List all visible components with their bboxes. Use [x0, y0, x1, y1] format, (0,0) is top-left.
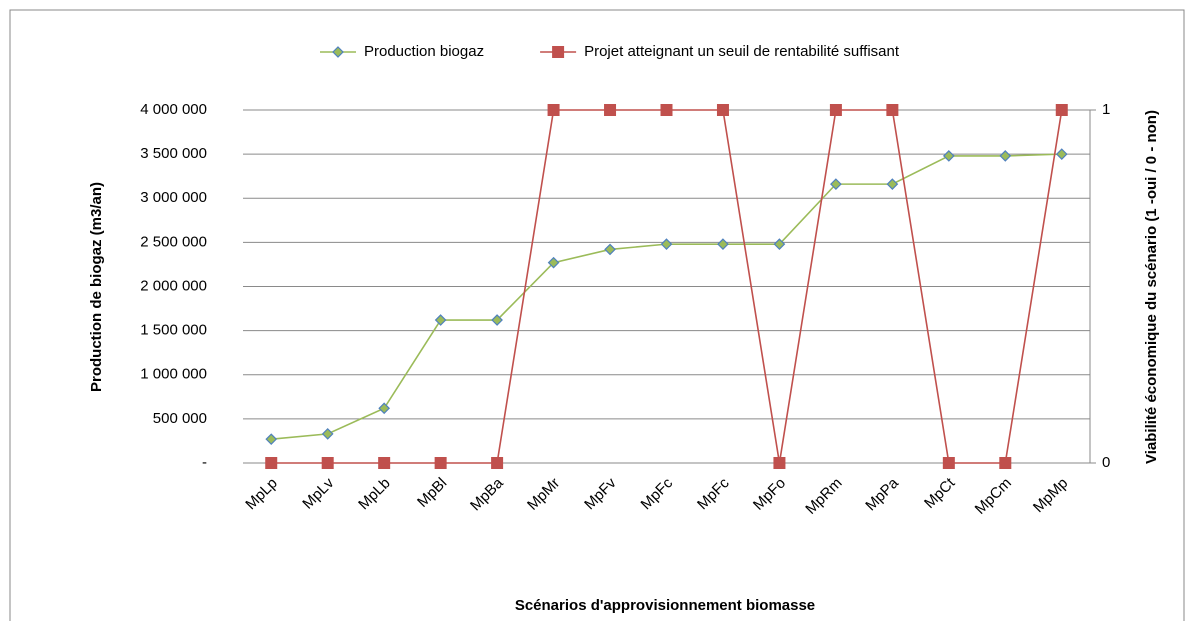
- y-tick-label: -: [202, 454, 207, 471]
- point: [942, 150, 955, 162]
- point: [378, 402, 391, 415]
- point: [660, 238, 673, 250]
- y-tick-label: 1 000 000: [140, 366, 207, 383]
- y2-tick-label: 1: [1102, 101, 1110, 118]
- point: [321, 428, 334, 440]
- legend-label: Production biogaz: [364, 43, 484, 60]
- y-axis-label: Production de biogaz (m3/an): [88, 182, 105, 392]
- legend-marker: [332, 46, 344, 58]
- y2-tick-label: 0: [1102, 454, 1110, 471]
- legend-marker: [552, 46, 565, 58]
- point: [829, 104, 842, 116]
- chart-border: [9, 9, 1185, 621]
- point: [886, 104, 899, 116]
- point: [942, 457, 955, 469]
- point: [547, 104, 560, 116]
- point: [491, 457, 504, 469]
- y-tick-label: 3 500 000: [140, 145, 207, 162]
- point: [660, 104, 673, 116]
- y-tick-label: 2 500 000: [140, 233, 207, 250]
- point: [604, 104, 617, 116]
- point: [265, 457, 278, 469]
- point: [773, 238, 786, 250]
- point: [773, 457, 786, 469]
- y2-axis-label: Viabilité économique du scénario (1 -oui…: [1143, 110, 1160, 464]
- point: [830, 178, 842, 190]
- y-tick-label: 3 000 000: [140, 189, 207, 206]
- legend-label: Projet atteignant un seuil de rentabilit…: [584, 43, 900, 60]
- x-axis-label: Scénarios d'approvisionnement biomasse: [515, 597, 815, 614]
- point: [491, 314, 503, 326]
- point: [1055, 104, 1068, 116]
- y-tick-label: 500 000: [153, 410, 207, 427]
- point: [717, 238, 729, 250]
- point: [999, 150, 1012, 162]
- point: [1055, 148, 1068, 160]
- point: [999, 457, 1012, 469]
- y-tick-label: 2 000 000: [140, 277, 207, 294]
- point: [434, 314, 447, 326]
- point: [321, 457, 334, 469]
- point: [604, 243, 616, 256]
- point: [547, 256, 560, 269]
- point: [378, 457, 391, 469]
- y-tick-label: 4 000 000: [140, 101, 207, 118]
- y-tick-label: 1 500 000: [140, 322, 207, 339]
- point: [716, 104, 729, 116]
- point: [265, 433, 278, 446]
- point: [434, 457, 447, 469]
- point: [886, 178, 899, 190]
